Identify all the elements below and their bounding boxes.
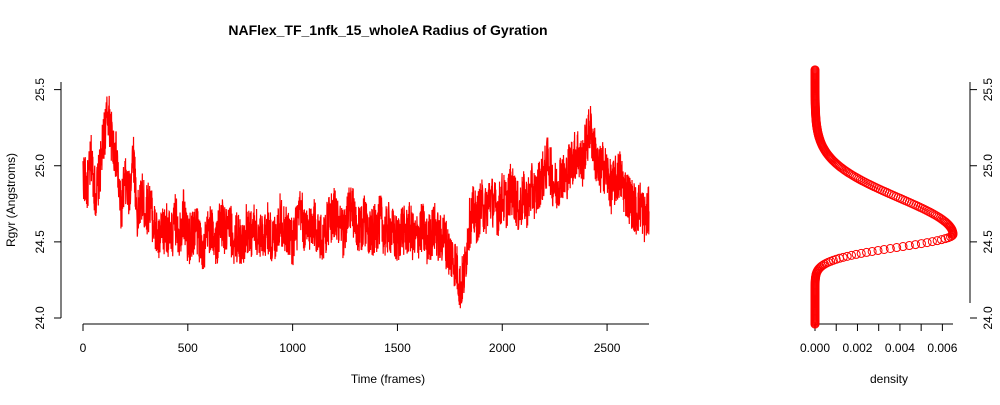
density-point-259 bbox=[810, 65, 820, 75]
density-point-74 bbox=[867, 246, 877, 256]
density-point-139 bbox=[871, 183, 881, 193]
density-point-73 bbox=[862, 247, 872, 257]
density-x-ticks: 0.000 0.002 0.004 0.006 bbox=[800, 324, 958, 355]
density-point-75 bbox=[873, 245, 883, 255]
density-point-81 bbox=[910, 240, 920, 250]
x-tick-label-0: 0 bbox=[80, 341, 87, 355]
x-tick-label-5: 2500 bbox=[594, 341, 621, 355]
density-point-84 bbox=[927, 237, 937, 247]
series-line-rgyr bbox=[82, 95, 650, 309]
x-ticks: 0 500 1000 1500 2000 2500 bbox=[80, 324, 621, 355]
chart-title: NAFlex_TF_1nfk_15_wholeA Radius of Gyrat… bbox=[228, 22, 547, 38]
density-point-80 bbox=[904, 241, 914, 251]
y-tick-label-0: 24.0 bbox=[33, 306, 47, 330]
density-x-tick-label-2: 0.004 bbox=[885, 341, 915, 355]
x-axis-label: Time (frames) bbox=[351, 372, 425, 386]
timeseries-plot: 0 500 1000 1500 2000 2500 24.0 24.5 25.0 25.5 Ti… bbox=[4, 78, 650, 386]
density-point-76 bbox=[879, 244, 889, 254]
density-points bbox=[810, 65, 958, 329]
density-y-tick-label-1: 24.5 bbox=[981, 230, 995, 254]
density-point-70 bbox=[846, 250, 856, 260]
density-point-82 bbox=[916, 239, 926, 249]
y-tick-label-2: 25.0 bbox=[33, 154, 47, 178]
density-point-107 bbox=[937, 214, 947, 224]
density-x-tick-label-3: 0.006 bbox=[927, 341, 957, 355]
density-point-117 bbox=[919, 204, 929, 214]
density-point-59 bbox=[817, 261, 827, 271]
x-tick-label-3: 1500 bbox=[384, 341, 411, 355]
density-point-69 bbox=[842, 251, 852, 261]
density-y-ticks: 24.0 24.5 25.0 25.5 bbox=[970, 78, 995, 330]
x-tick-label-2: 1000 bbox=[279, 341, 306, 355]
density-y-tick-label-0: 24.0 bbox=[981, 306, 995, 330]
density-point-86 bbox=[936, 235, 946, 245]
density-point-71 bbox=[851, 249, 861, 259]
density-y-tick-label-3: 25.5 bbox=[981, 78, 995, 102]
density-x-tick-label-1: 0.002 bbox=[842, 341, 872, 355]
density-point-116 bbox=[921, 205, 931, 215]
density-y-tick-label-2: 25.0 bbox=[981, 154, 995, 178]
density-x-tick-label-0: 0.000 bbox=[800, 341, 830, 355]
density-point-77 bbox=[885, 244, 895, 253]
x-tick-label-1: 500 bbox=[178, 341, 198, 355]
density-point-79 bbox=[898, 242, 908, 252]
x-tick-label-4: 2000 bbox=[489, 341, 516, 355]
density-point-72 bbox=[856, 248, 866, 258]
y-tick-label-3: 25.5 bbox=[33, 78, 47, 102]
density-point-68 bbox=[838, 252, 848, 262]
y-ticks: 24.0 24.5 25.0 25.5 bbox=[33, 78, 61, 330]
density-point-140 bbox=[869, 182, 879, 192]
density-point-83 bbox=[922, 238, 932, 248]
density-point-78 bbox=[892, 243, 902, 253]
density-plot: 0.000 0.002 0.004 0.006 24.0 24.5 25.0 25.5 de… bbox=[800, 65, 995, 386]
y-tick-label-1: 24.5 bbox=[33, 230, 47, 254]
y-axis-label: Rgyr (Angstroms) bbox=[4, 153, 18, 247]
density-x-axis-label: density bbox=[870, 372, 908, 386]
